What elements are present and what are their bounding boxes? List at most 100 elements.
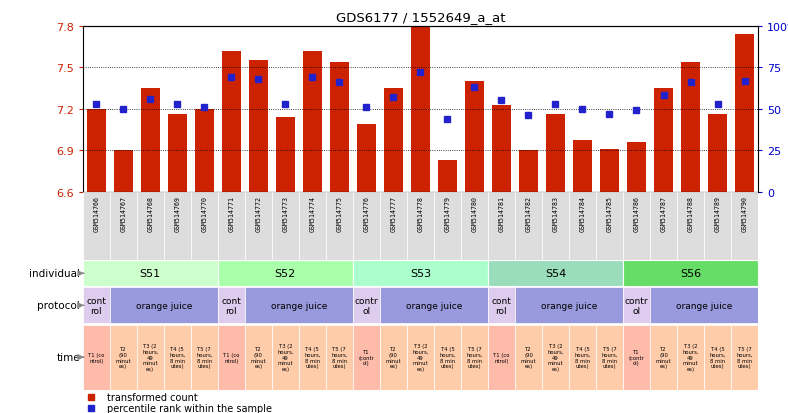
Bar <box>627 142 646 192</box>
Bar <box>515 192 542 260</box>
Bar <box>650 288 758 323</box>
Text: GSM514767: GSM514767 <box>121 195 126 231</box>
Bar <box>272 192 299 260</box>
Bar <box>326 192 353 260</box>
Bar <box>515 288 623 323</box>
Bar <box>731 325 758 389</box>
Bar <box>168 115 187 192</box>
Bar <box>110 192 137 260</box>
Bar <box>191 325 217 389</box>
Text: T5 (7
hours,
8 min
utes): T5 (7 hours, 8 min utes) <box>601 346 618 368</box>
Text: T2
(90
minut
es): T2 (90 minut es) <box>385 346 401 368</box>
Bar <box>542 325 569 389</box>
Text: T4 (5
hours,
8 min
utes): T4 (5 hours, 8 min utes) <box>709 346 726 368</box>
Text: T4 (5
hours,
8 min
utes): T4 (5 hours, 8 min utes) <box>574 346 591 368</box>
Text: T3 (2
hours,
49
minut
es): T3 (2 hours, 49 minut es) <box>682 343 699 371</box>
Bar <box>83 325 110 389</box>
Bar <box>272 325 299 389</box>
Bar <box>195 109 214 192</box>
Bar <box>519 151 538 192</box>
Bar <box>303 52 322 192</box>
Text: T4 (5
hours,
8 min
utes): T4 (5 hours, 8 min utes) <box>304 346 321 368</box>
Text: GSM514781: GSM514781 <box>499 195 504 231</box>
Bar <box>438 160 457 192</box>
Text: GSM514785: GSM514785 <box>607 195 612 231</box>
Bar <box>704 192 731 260</box>
Bar <box>330 63 349 192</box>
Text: GSM514790: GSM514790 <box>742 195 748 231</box>
Bar <box>222 52 241 192</box>
Bar <box>164 192 191 260</box>
Bar <box>515 325 542 389</box>
Text: S54: S54 <box>545 268 566 279</box>
Text: T5 (7
hours,
8 min
utes): T5 (7 hours, 8 min utes) <box>466 346 483 368</box>
Text: S53: S53 <box>410 268 431 279</box>
Text: T1 (co
ntrol): T1 (co ntrol) <box>493 352 510 363</box>
Text: cont
rol: cont rol <box>492 296 511 315</box>
Text: S51: S51 <box>139 268 161 279</box>
Bar <box>681 63 700 192</box>
Bar <box>492 105 511 192</box>
Text: orange juice: orange juice <box>676 301 732 310</box>
Bar <box>353 325 380 389</box>
Bar <box>380 325 407 389</box>
Text: GSM514783: GSM514783 <box>552 195 559 231</box>
Bar <box>245 192 272 260</box>
Bar <box>569 192 596 260</box>
Text: GSM514771: GSM514771 <box>229 195 234 231</box>
Text: GSM514772: GSM514772 <box>255 195 262 231</box>
Text: T2
(90
minut
es): T2 (90 minut es) <box>521 346 537 368</box>
Bar <box>137 325 164 389</box>
Text: contr
ol: contr ol <box>625 296 649 315</box>
Text: T3 (2
hours,
49
minut
es): T3 (2 hours, 49 minut es) <box>142 343 158 371</box>
Bar <box>380 288 488 323</box>
Bar <box>677 192 704 260</box>
Bar <box>276 118 295 192</box>
Text: T3 (2
hours,
49
minut
es): T3 (2 hours, 49 minut es) <box>412 343 429 371</box>
Text: GSM514778: GSM514778 <box>418 195 423 231</box>
Text: T1
(contr
ol): T1 (contr ol) <box>359 349 374 366</box>
Text: T1 (co
ntrol): T1 (co ntrol) <box>223 352 240 363</box>
Text: GSM514776: GSM514776 <box>363 195 370 231</box>
Bar <box>217 288 245 323</box>
Text: GSM514789: GSM514789 <box>715 195 720 231</box>
Text: GSM514784: GSM514784 <box>579 195 585 231</box>
Bar <box>623 288 650 323</box>
Bar <box>110 325 137 389</box>
Bar <box>407 325 434 389</box>
Text: GSM514786: GSM514786 <box>634 195 640 231</box>
Bar <box>708 115 727 192</box>
Text: GSM514777: GSM514777 <box>390 195 396 231</box>
Bar <box>191 192 217 260</box>
Bar <box>461 325 488 389</box>
Bar <box>249 61 268 192</box>
Text: S56: S56 <box>680 268 701 279</box>
Text: GSM514780: GSM514780 <box>471 195 478 231</box>
Bar <box>677 325 704 389</box>
Bar <box>704 325 731 389</box>
Text: T5 (7
hours,
8 min
utes): T5 (7 hours, 8 min utes) <box>736 346 753 368</box>
Bar <box>113 151 132 192</box>
Bar <box>353 288 380 323</box>
Text: T2
(90
minut
es): T2 (90 minut es) <box>656 346 671 368</box>
Bar <box>83 261 217 287</box>
Bar <box>573 141 592 192</box>
Bar <box>137 192 164 260</box>
Bar <box>299 325 326 389</box>
Text: GSM514787: GSM514787 <box>660 195 667 231</box>
Bar <box>380 192 407 260</box>
Bar <box>546 115 565 192</box>
Text: percentile rank within the sample: percentile rank within the sample <box>107 403 272 413</box>
Text: GSM514773: GSM514773 <box>282 195 288 231</box>
Text: GSM514774: GSM514774 <box>310 195 315 231</box>
Bar <box>461 192 488 260</box>
Text: GSM514779: GSM514779 <box>444 195 451 231</box>
Bar <box>411 27 429 192</box>
Title: GDS6177 / 1552649_a_at: GDS6177 / 1552649_a_at <box>336 11 505 24</box>
Text: T2
(90
minut
es): T2 (90 minut es) <box>116 346 131 368</box>
Text: GSM514782: GSM514782 <box>526 195 531 231</box>
Bar <box>83 192 110 260</box>
Text: orange juice: orange juice <box>270 301 327 310</box>
Bar <box>83 288 110 323</box>
Bar <box>650 192 677 260</box>
